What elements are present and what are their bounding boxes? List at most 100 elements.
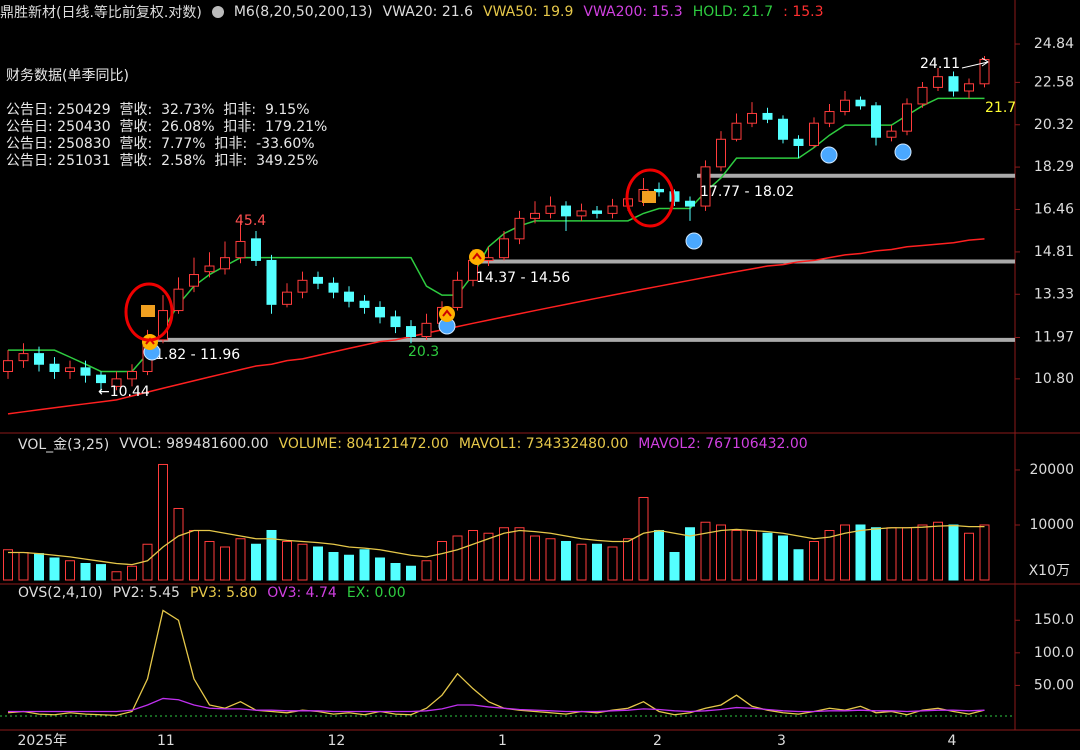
finance-row: 公告日: 251031 营收: 2.58% 扣非: 349.25%	[6, 153, 319, 169]
finance-box: 财务数据(单季同比) 公告日: 250429 营收: 32.73% 扣非: 9.…	[6, 34, 327, 170]
candle-body	[328, 282, 339, 293]
highlight-circle	[625, 168, 675, 228]
candle-body	[406, 326, 416, 338]
arrow-icon	[961, 57, 989, 69]
volume-header: VOL_金(3,25) VVOL: 989481600.00 VOLUME: 804…	[18, 434, 808, 454]
candle-body	[111, 378, 122, 387]
volume-bar	[592, 543, 602, 581]
candle-body	[545, 205, 556, 214]
candle-body	[173, 288, 184, 312]
candle-body	[886, 130, 897, 138]
finance-row: 公告日: 250830 营收: 7.77% 扣非: -33.60%	[6, 136, 315, 152]
candle-body	[948, 76, 959, 92]
volume-bar	[406, 565, 416, 581]
volume-bar	[685, 527, 695, 581]
volume-bar	[375, 557, 385, 581]
volume-bar	[933, 521, 943, 581]
volume-bar	[80, 562, 91, 581]
annotation: 21.7	[985, 100, 1016, 116]
candle-body	[158, 310, 168, 341]
main-header: 鼎胜新材(日线.等比前复权.对数) M6(8,20,50,200,13) VWA20…	[0, 2, 824, 22]
volume-bar	[328, 551, 339, 581]
volume-bar	[344, 554, 354, 581]
volume-bar	[623, 538, 633, 581]
candle-body	[344, 291, 354, 302]
volume-bar	[747, 529, 757, 581]
volume-bar	[251, 543, 261, 581]
volume-bar	[96, 564, 106, 581]
volume-bar	[127, 565, 137, 581]
ovs-header: OVS(2,4,10) PV2: 5.45 PV3: 5.80 OV3: 4.74 EX…	[18, 585, 406, 601]
header-item: VVOL: 989481600.00	[119, 436, 269, 452]
volume-bar	[886, 527, 897, 581]
candle-body	[855, 99, 866, 107]
candle-body	[127, 370, 137, 380]
volume-bar	[220, 546, 230, 581]
buy-icon	[439, 306, 455, 322]
candle-body	[840, 99, 850, 113]
volume-bar	[313, 546, 323, 581]
x-tick-label: 4	[948, 733, 957, 749]
volume-bar	[654, 529, 664, 581]
candle-body	[902, 103, 912, 132]
candle-body	[747, 112, 757, 124]
candle-body	[669, 191, 680, 202]
y-tick-label: 13.33	[1034, 286, 1074, 302]
volume-bar	[793, 549, 804, 581]
candle-body	[731, 122, 742, 140]
volume-bar	[514, 527, 525, 581]
signal-ball	[820, 146, 838, 164]
x-tick-label: 2	[653, 733, 662, 749]
volume-bar	[545, 538, 556, 581]
volume-bar	[731, 529, 742, 581]
x-tick-label: 11	[157, 733, 175, 749]
y-tick-label: 20.32	[1034, 117, 1074, 133]
candle-body	[778, 118, 788, 140]
indicator-icon	[211, 6, 224, 18]
candle-body	[871, 105, 881, 138]
line-series	[7, 238, 985, 415]
header-item: MAVOL2: 767106432.00	[638, 436, 808, 452]
volume-bar	[18, 551, 29, 581]
annotation: 24.11	[920, 56, 960, 72]
candle-body	[716, 138, 726, 168]
unit-label: X10万	[1029, 563, 1070, 579]
finance-row: 公告日: 250430 营收: 26.08% 扣非: 179.21%	[6, 119, 328, 135]
candle-body	[809, 122, 819, 146]
volume-bar	[483, 532, 494, 581]
header-item: PV2: 5.45	[112, 585, 180, 601]
volume-bar	[964, 532, 974, 581]
annotation: 17.77 - 18.02	[700, 184, 794, 200]
buy-icon	[469, 249, 485, 265]
annotation: 1.82 - 11.96	[155, 347, 240, 363]
x-tick-label: 3	[777, 733, 786, 749]
header-item: VOLUME: 804121472.00	[278, 436, 449, 452]
candle-body	[375, 306, 385, 318]
finance-title: 财务数据(单季同比)	[6, 68, 129, 84]
volume-bar	[34, 553, 44, 581]
volume-bar	[530, 535, 540, 581]
header-item: OVS(2,4,10)	[18, 585, 103, 601]
y-tick-label: 10.80	[1034, 371, 1074, 387]
volume-bar	[855, 524, 866, 581]
candle-body	[762, 112, 773, 120]
header-item: OV3: 4.74	[267, 585, 337, 601]
header-item: MAVOL1: 734332480.00	[458, 436, 629, 452]
y-tick-label: 150.0	[1034, 612, 1074, 628]
x-tick-label: 2025年	[18, 733, 68, 749]
candle-body	[917, 86, 928, 105]
candle-body	[34, 353, 44, 365]
candle-body	[421, 322, 432, 338]
volume-bar	[189, 529, 199, 581]
volume-bar	[266, 529, 277, 581]
volume-bar	[561, 540, 571, 581]
volume-bar	[871, 527, 881, 581]
volume-bar	[607, 546, 618, 581]
candle-body	[824, 111, 835, 124]
candle-body	[313, 276, 323, 284]
highlight-circle	[124, 282, 174, 342]
candle-body	[685, 200, 695, 207]
volume-bar	[437, 540, 447, 581]
annotation: 20.3	[408, 344, 439, 360]
candle-body	[700, 166, 711, 207]
